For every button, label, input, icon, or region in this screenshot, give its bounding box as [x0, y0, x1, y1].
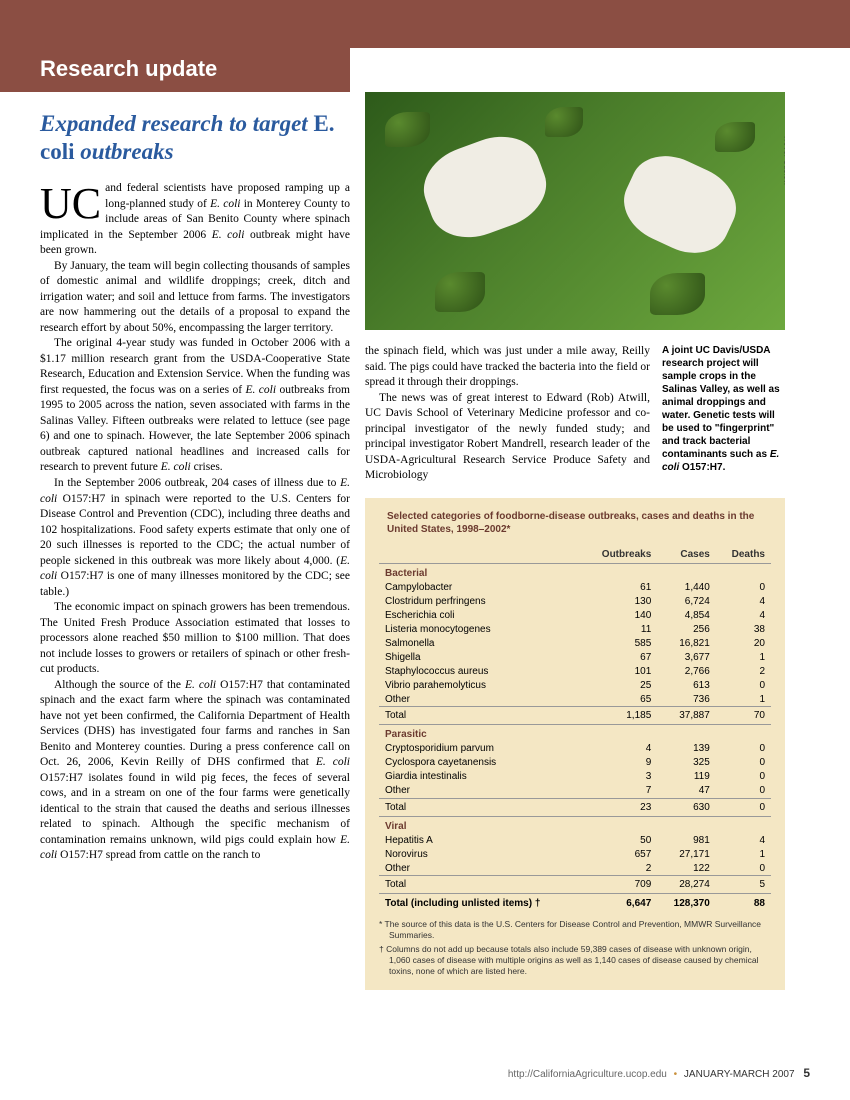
table-row: Shigella673,6771	[379, 650, 771, 664]
table-section-head: Parasitic	[379, 725, 771, 742]
table-section-head: Viral	[379, 816, 771, 833]
article-title: Expanded research to target E. coli outb…	[40, 110, 350, 165]
right-columns: the spinach field, which was just under …	[365, 344, 810, 484]
table-footnotes: * The source of this data is the U.S. Ce…	[379, 919, 771, 977]
table-row: Cyclospora cayetanensis93250	[379, 756, 771, 770]
middle-column: the spinach field, which was just under …	[365, 344, 650, 484]
table-header: Outbreaks	[583, 546, 658, 564]
article-paragraph: In the September 2006 outbreak, 204 case…	[40, 476, 350, 600]
table-section-head: Bacterial	[379, 563, 771, 580]
table-row: Other7470	[379, 784, 771, 799]
footer-bullet: •	[674, 1069, 678, 1080]
table-header	[379, 546, 583, 564]
article-paragraph: The original 4-year study was funded in …	[40, 336, 350, 476]
article-paragraph: the spinach field, which was just under …	[365, 344, 650, 391]
table-row: Salmonella58516,82120	[379, 636, 771, 650]
article-body-left: UCand federal scientists have proposed r…	[40, 181, 350, 864]
section-header: Research update	[0, 48, 350, 92]
table-row: Cryptosporidium parvum41390	[379, 742, 771, 756]
outbreak-table: OutbreaksCasesDeathsBacterialCampylobact…	[379, 546, 771, 914]
table-grand-total: Total (including unlisted items) †6,6471…	[379, 894, 771, 914]
page-number: 5	[803, 1066, 810, 1080]
article-paragraph: Although the source of the E. coli O157:…	[40, 678, 350, 864]
table-header: Deaths	[716, 546, 771, 564]
table-footnote: * The source of this data is the U.S. Ce…	[379, 919, 771, 941]
article-paragraph: The economic impact on spinach growers h…	[40, 600, 350, 678]
drop-cap: UC	[40, 181, 105, 222]
table-row: Vibrio parahemolyticus256130	[379, 678, 771, 692]
table-header: Cases	[657, 546, 716, 564]
article-paragraph: UCand federal scientists have proposed r…	[40, 181, 350, 259]
left-column: Expanded research to target E. coli outb…	[40, 92, 350, 990]
table-row: Hepatitis A509814	[379, 833, 771, 847]
article-paragraph: By January, the team will begin collecti…	[40, 259, 350, 337]
table-subtotal: Total1,18537,88770	[379, 707, 771, 725]
table-row: Norovirus65727,1711	[379, 847, 771, 861]
top-color-bar	[0, 0, 850, 48]
table-row: Other657361	[379, 692, 771, 707]
data-table-box: Selected categories of foodborne-disease…	[365, 498, 785, 991]
footer-url: http://CaliforniaAgriculture.ucop.edu	[508, 1069, 667, 1080]
page-footer: http://CaliforniaAgriculture.ucop.edu • …	[508, 1066, 810, 1080]
table-title: Selected categories of foodborne-disease…	[379, 510, 771, 536]
table-subtotal: Total236300	[379, 798, 771, 816]
article-paragraph: The news was of great interest to Edward…	[365, 391, 650, 484]
photo-caption: A joint UC Davis/USDA research project w…	[662, 344, 782, 484]
table-row: Campylobacter611,4400	[379, 580, 771, 594]
right-area: Trevor Suslow the spinach field, which w…	[365, 92, 810, 990]
photo-credit: Trevor Suslow	[783, 135, 786, 186]
table-row: Giardia intestinalis31190	[379, 770, 771, 784]
content-area: Expanded research to target E. coli outb…	[0, 92, 850, 990]
table-row: Staphylococcus aureus1012,7662	[379, 664, 771, 678]
page-root: Research update Expanded research to tar…	[0, 0, 850, 1100]
table-row: Clostridum perfringens1306,7244	[379, 594, 771, 608]
table-subtotal: Total70928,2745	[379, 876, 771, 894]
article-photo: Trevor Suslow	[365, 92, 785, 330]
table-row: Listeria monocytogenes1125638	[379, 622, 771, 636]
table-row: Other21220	[379, 861, 771, 876]
footer-issue: JANUARY-MARCH 2007	[684, 1069, 795, 1080]
table-footnote: † Columns do not add up because totals a…	[379, 944, 771, 977]
table-row: Escherichia coli1404,8544	[379, 608, 771, 622]
